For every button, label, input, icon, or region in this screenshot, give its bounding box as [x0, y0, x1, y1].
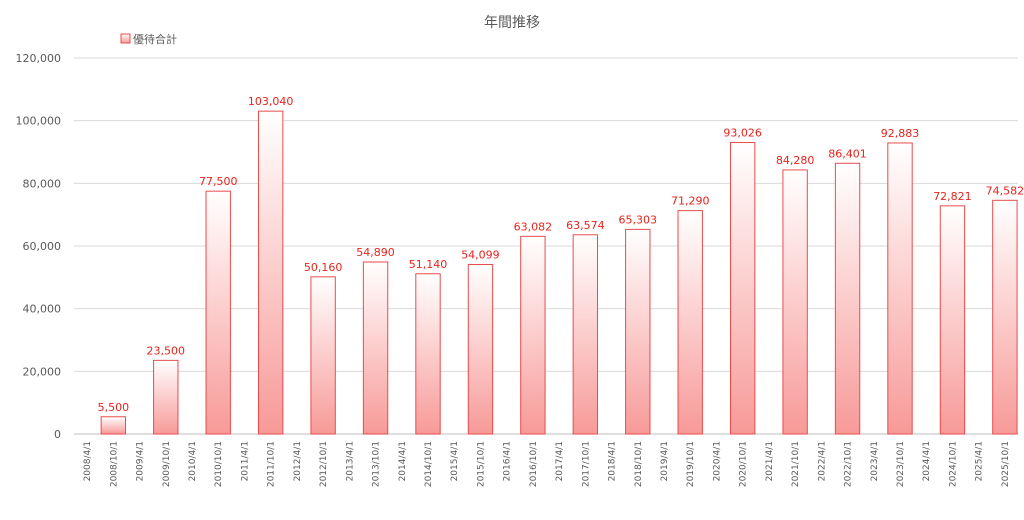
x-tick-label: 2023/4/1 [870, 441, 880, 481]
x-tick-label: 2018/4/1 [608, 441, 618, 481]
bar [729, 142, 756, 435]
x-tick-label: 2017/4/1 [555, 441, 565, 481]
x-tick-label: 2021/4/1 [765, 441, 775, 481]
x-tick-label: 2013/10/1 [372, 441, 382, 487]
data-label: 5,500 [98, 401, 130, 414]
x-tick-label: 2020/10/1 [739, 441, 749, 487]
x-tick-label: 2022/10/1 [844, 441, 854, 487]
bar [677, 210, 703, 435]
y-axis-ticks: 0 20,000 40,000 60,000 80,000 100,000 120,000 [16, 52, 62, 441]
x-tick-label: 2014/4/1 [398, 441, 408, 481]
x-tick-label: 2015/4/1 [450, 441, 460, 481]
x-tick-label: 2021/10/1 [791, 441, 801, 487]
bar [310, 276, 336, 435]
bar [467, 263, 494, 435]
bar [572, 234, 599, 435]
x-tick-label: 2013/4/1 [345, 441, 355, 481]
data-label: 84,280 [776, 154, 815, 167]
x-tick-label: 2024/10/1 [948, 441, 958, 487]
x-tick-label: 2011/4/1 [240, 441, 250, 481]
bar [205, 190, 231, 435]
x-tick-label: 2022/4/1 [817, 441, 827, 481]
bar [834, 162, 861, 435]
x-tick-label: 2019/10/1 [686, 441, 696, 487]
bars [100, 110, 1018, 435]
x-tick-label: 2014/10/1 [424, 441, 434, 487]
x-tick-label: 2016/10/1 [529, 441, 539, 487]
y-tick-label: 40,000 [23, 303, 62, 316]
x-tick-label: 2012/4/1 [293, 441, 303, 481]
x-tick-label: 2009/4/1 [136, 441, 146, 481]
y-tick-label: 120,000 [16, 52, 62, 65]
x-tick-label: 2024/4/1 [922, 441, 932, 481]
bar [153, 359, 179, 435]
data-label: 92,883 [881, 127, 920, 140]
bar [100, 416, 127, 435]
y-tick-label: 20,000 [23, 365, 62, 378]
data-label: 71,290 [671, 195, 710, 208]
x-tick-label: 2015/10/1 [476, 441, 486, 487]
bar [625, 228, 651, 435]
x-tick-label: 2023/10/1 [896, 441, 906, 487]
legend-swatch [120, 33, 131, 44]
data-label: 103,040 [248, 95, 294, 108]
x-tick-label: 2008/4/1 [83, 441, 93, 481]
data-label: 74,582 [986, 184, 1024, 197]
y-tick-label: 60,000 [23, 240, 62, 253]
data-label: 54,099 [461, 248, 500, 261]
data-label: 50,160 [304, 261, 343, 274]
bar [362, 261, 389, 435]
x-tick-label: 2010/10/1 [214, 441, 224, 487]
data-label: 51,140 [409, 258, 448, 271]
x-tick-label: 2020/4/1 [712, 441, 722, 481]
bar [782, 169, 808, 435]
data-label: 23,500 [147, 344, 186, 357]
bar [257, 110, 284, 435]
data-label: 72,821 [933, 190, 972, 203]
y-tick-label: 80,000 [23, 177, 62, 190]
bar [415, 273, 441, 435]
y-tick-label: 0 [54, 428, 61, 441]
data-label: 65,303 [619, 213, 658, 226]
bar [939, 205, 966, 435]
data-label: 93,026 [723, 127, 762, 140]
data-label: 63,082 [514, 220, 553, 233]
x-tick-label: 2011/10/1 [267, 441, 277, 487]
x-tick-label: 2025/4/1 [975, 441, 985, 481]
bar [992, 199, 1018, 435]
x-tick-label: 2018/10/1 [634, 441, 644, 487]
x-tick-label: 2009/10/1 [162, 441, 172, 487]
data-label: 86,401 [828, 147, 867, 160]
data-label: 54,890 [356, 246, 395, 259]
x-tick-label: 2019/4/1 [660, 441, 670, 481]
x-tick-label: 2016/4/1 [503, 441, 513, 481]
x-tick-label: 2010/4/1 [188, 441, 198, 481]
legend: 優待合計 [120, 32, 177, 46]
y-tick-label: 100,000 [16, 115, 62, 128]
x-tick-label: 2008/10/1 [109, 441, 119, 487]
data-label: 77,500 [199, 175, 238, 188]
x-axis-ticks: 2008/4/1 2008/10/1 2009/4/1 2009/10/1 2010/4… [83, 441, 1011, 487]
data-label: 63,574 [566, 219, 605, 232]
chart-title: 年間推移 [484, 15, 540, 31]
bar [520, 235, 546, 435]
legend-label: 優待合計 [133, 32, 177, 46]
x-tick-label: 2012/10/1 [319, 441, 329, 487]
data-labels: 5,500 23,500 77,500 103,040 50,160 54,890 51,1… [98, 95, 1024, 414]
x-tick-label: 2025/10/1 [1001, 441, 1011, 487]
x-tick-label: 2017/10/1 [581, 441, 591, 487]
bar [887, 142, 913, 435]
gridlines [74, 57, 1018, 435]
